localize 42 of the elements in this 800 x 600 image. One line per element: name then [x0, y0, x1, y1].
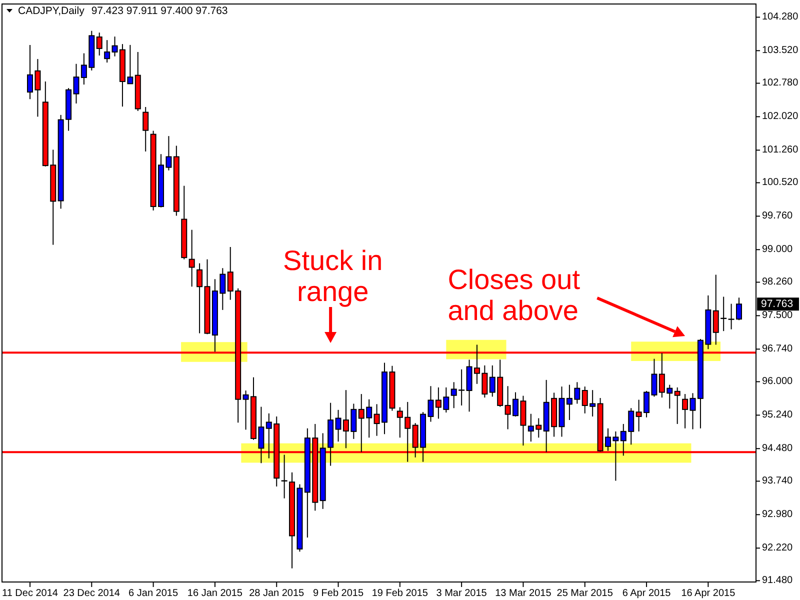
- y-tick-label: 101.260: [762, 144, 799, 156]
- x-tick-label: 16 Jan 2015: [187, 588, 243, 599]
- x-tick-label: 6 Apr 2015: [622, 588, 672, 599]
- x-tick-label: 23 Dec 2014: [63, 588, 120, 599]
- y-tick-label: 94.480: [762, 443, 794, 454]
- y-tick-label: 95.240: [762, 410, 794, 421]
- y-tick-label: 102.020: [762, 111, 799, 122]
- y-tick-label: 92.980: [762, 509, 794, 520]
- candlestick: [96, 32, 102, 56]
- y-tick-label: 92.220: [762, 542, 794, 554]
- x-tick-label: 9 Feb 2015: [312, 588, 364, 599]
- x-tick-label: 6 Jan 2015: [128, 588, 178, 599]
- candlestick: [188, 229, 195, 288]
- x-tick-label: 19 Feb 2015: [372, 588, 428, 599]
- x-tick-label: 11 Dec 2014: [2, 588, 58, 599]
- chart-title: CADJPY,Daily: [18, 5, 86, 17]
- y-tick-label: 91.480: [762, 575, 794, 586]
- x-tick-label: 28 Jan 2015: [249, 588, 305, 599]
- text: 97.763: [761, 298, 794, 310]
- y-tick-label: 103.520: [762, 45, 799, 56]
- y-tick-label: 98.260: [762, 276, 794, 288]
- y-tick-label: 102.780: [762, 78, 799, 89]
- x-tick-label: 25 Mar 2015: [556, 588, 614, 599]
- y-tick-label: 99.760: [762, 210, 794, 222]
- candlestick: [674, 386, 680, 424]
- y-tick-label: 99.000: [762, 244, 794, 256]
- candlestick: [196, 262, 203, 334]
- y-tick-label: 96.740: [762, 344, 794, 355]
- candlestick: [104, 40, 110, 64]
- chart-subtitle: 97.423 97.911 97.400 97.763: [91, 5, 228, 17]
- y-tick-label: 100.520: [762, 177, 799, 188]
- x-tick-label: 16 Apr 2015: [681, 588, 736, 599]
- candlestick: [682, 394, 688, 429]
- y-tick-label: 104.280: [762, 12, 799, 23]
- candlestick: [142, 106, 149, 152]
- y-tick-label: 93.740: [762, 476, 794, 487]
- annotation: Closes out and above: [448, 264, 580, 326]
- x-tick-label: 13 Mar 2015: [495, 588, 552, 599]
- x-tick-label: 3 Mar 2015: [436, 588, 488, 599]
- y-tick-label: 96.000: [762, 376, 794, 388]
- annotation: Stuck in range: [283, 245, 383, 307]
- y-tick-label: 97.500: [762, 310, 794, 322]
